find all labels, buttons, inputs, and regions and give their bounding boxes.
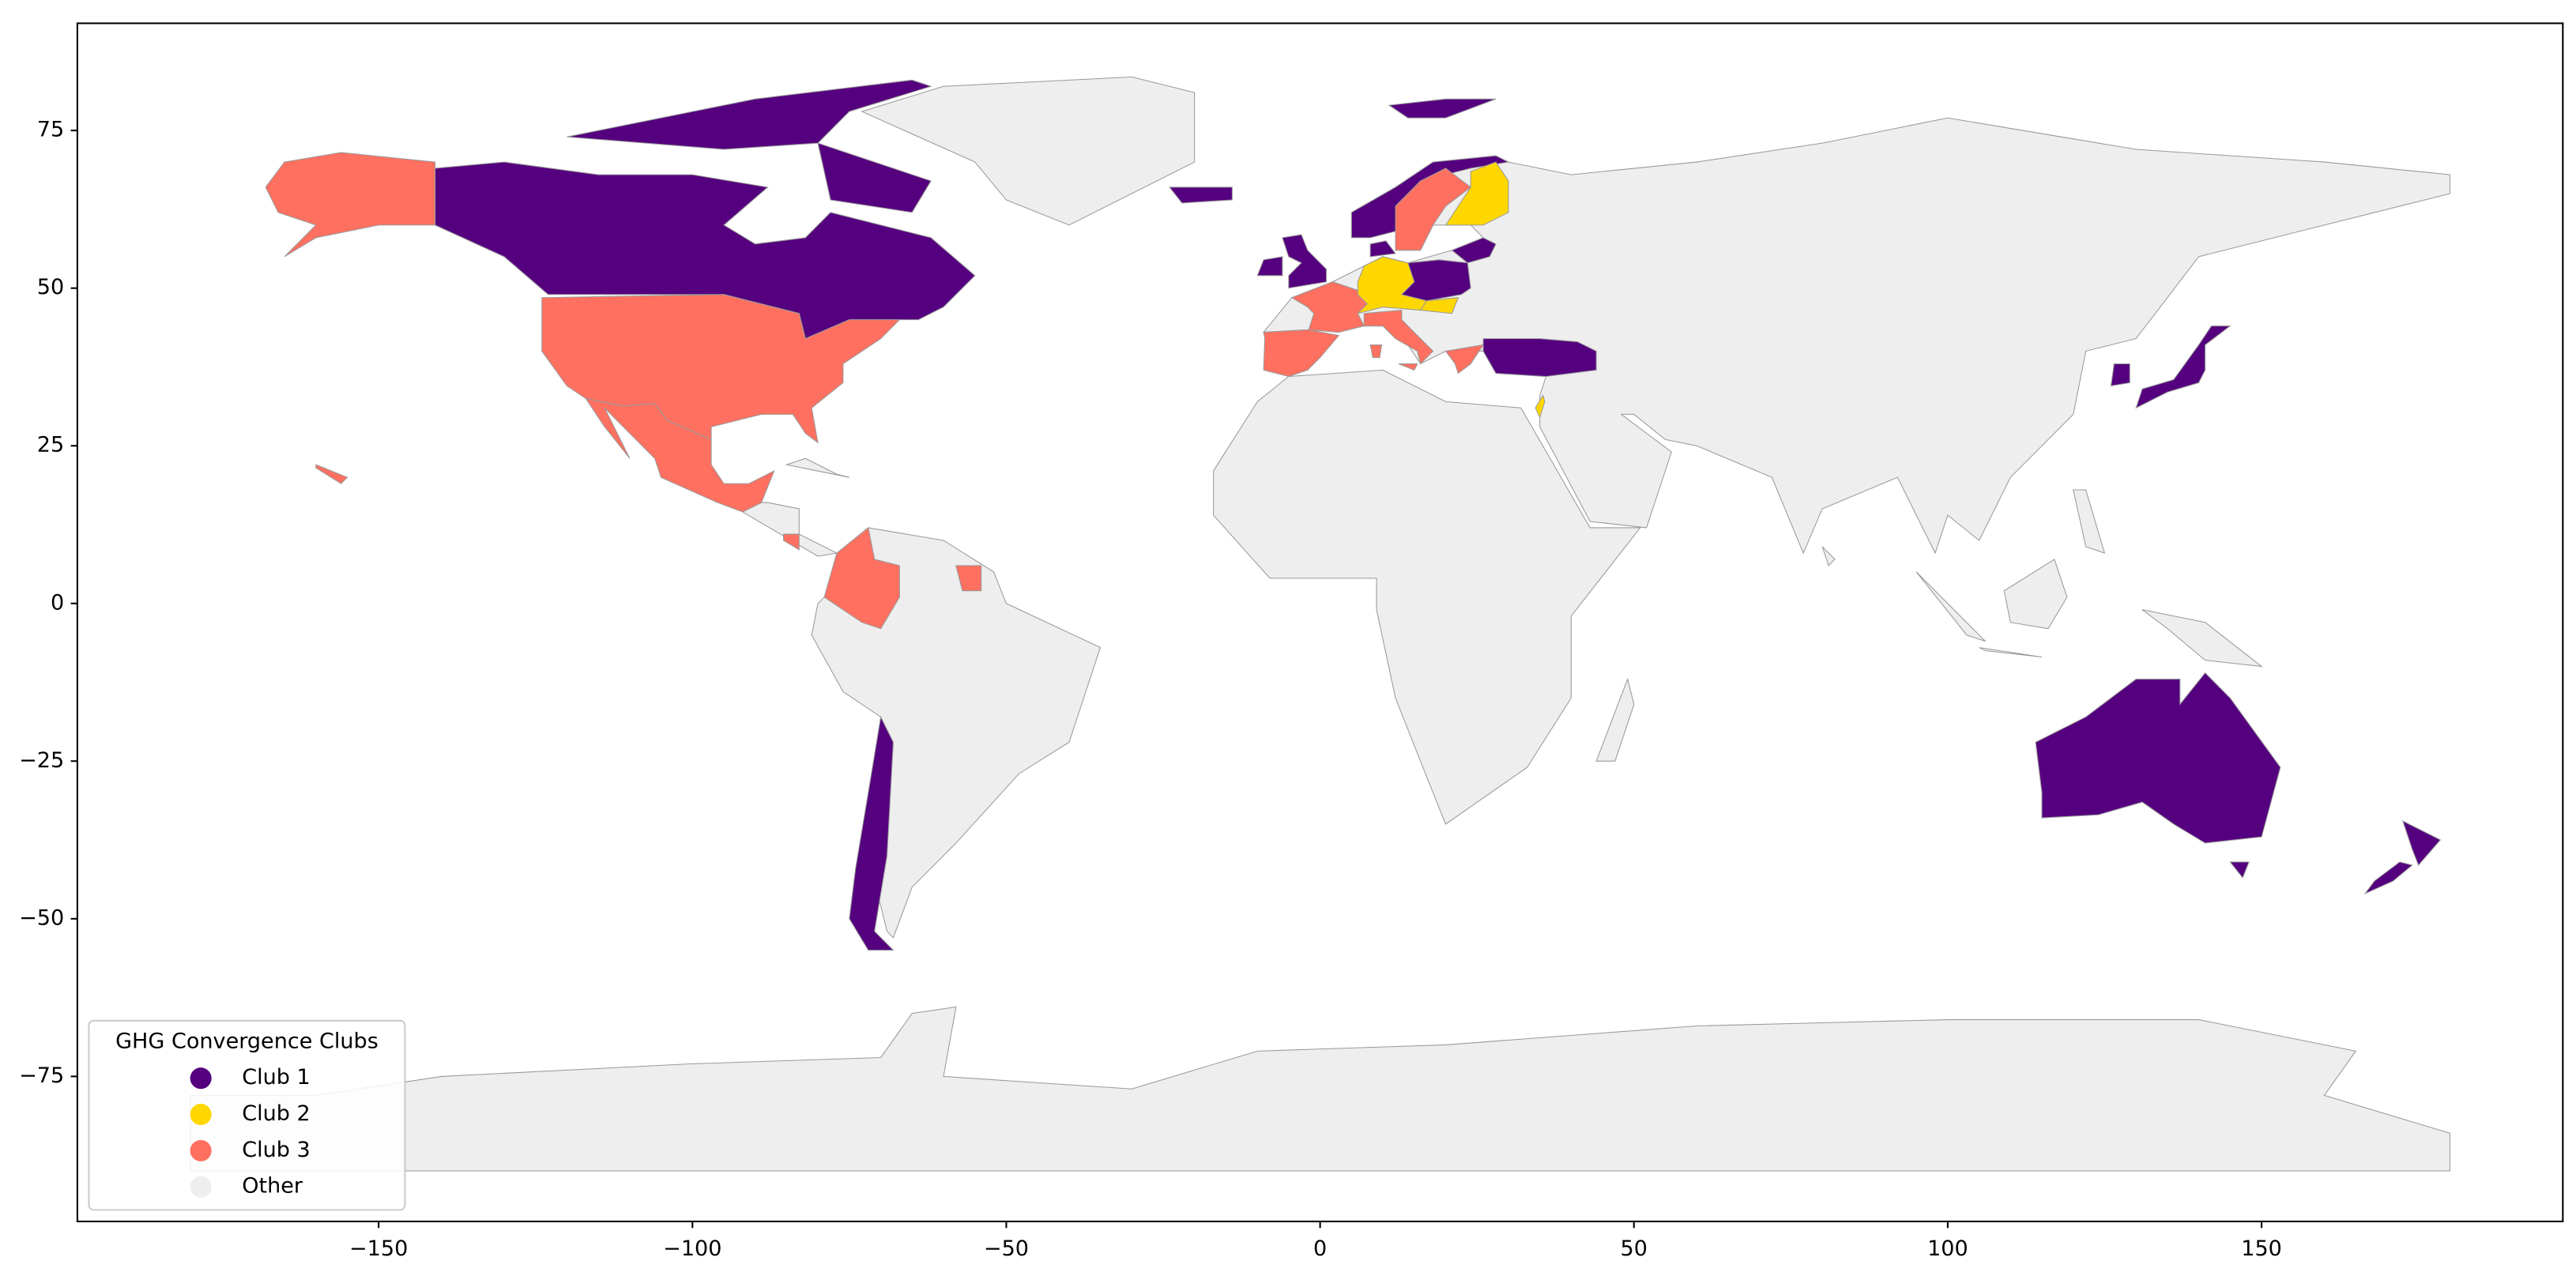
x-tick-label: 100 bbox=[1927, 1236, 1968, 1261]
country bbox=[585, 397, 775, 513]
country bbox=[1168, 186, 1233, 204]
x-tick-label: −100 bbox=[663, 1236, 721, 1261]
countries bbox=[190, 76, 2450, 1172]
country bbox=[785, 457, 849, 478]
country bbox=[849, 715, 894, 951]
x-tick-label: 0 bbox=[1313, 1236, 1327, 1261]
country bbox=[2135, 326, 2231, 409]
country bbox=[1363, 309, 1434, 365]
y-tick-label: −25 bbox=[19, 748, 64, 773]
y-tick-label: −75 bbox=[19, 1063, 64, 1088]
country bbox=[265, 152, 436, 258]
country bbox=[1444, 344, 1485, 375]
y-tick-label: 50 bbox=[37, 275, 64, 299]
legend: GHG Convergence Clubs Club 1 Club 2 Club 3… bbox=[88, 1019, 406, 1211]
country bbox=[2363, 861, 2413, 895]
x-tick-label: 50 bbox=[1621, 1236, 1648, 1261]
legend-marker bbox=[190, 1104, 212, 1126]
country bbox=[190, 1006, 2450, 1172]
country bbox=[1395, 167, 1472, 251]
country bbox=[1369, 344, 1383, 359]
legend-box bbox=[88, 1019, 406, 1211]
country bbox=[1419, 297, 1459, 314]
legend-label: Club 3 bbox=[242, 1138, 311, 1162]
country bbox=[2035, 672, 2281, 844]
country bbox=[861, 76, 1196, 226]
country bbox=[1595, 677, 1635, 762]
x-tick-label: 150 bbox=[2241, 1236, 2282, 1261]
legend-marker bbox=[190, 1176, 212, 1198]
legend-label: Other bbox=[242, 1174, 303, 1199]
country bbox=[315, 464, 348, 484]
country bbox=[2003, 559, 2068, 630]
country bbox=[1535, 394, 1546, 419]
country bbox=[2401, 820, 2442, 866]
y-tick-label: 75 bbox=[37, 118, 64, 142]
y-tick-label: 25 bbox=[37, 433, 64, 457]
country bbox=[1482, 338, 1597, 378]
country bbox=[1400, 259, 1471, 302]
legend-title: GHG Convergence Clubs bbox=[115, 1029, 378, 1053]
y-tick-label: −50 bbox=[19, 905, 64, 930]
country bbox=[567, 79, 932, 150]
country bbox=[1398, 363, 1418, 371]
legend-marker bbox=[190, 1139, 212, 1161]
y-tick-label: 0 bbox=[51, 590, 64, 615]
country bbox=[783, 533, 800, 551]
country bbox=[2110, 363, 2130, 387]
country bbox=[1915, 571, 1986, 642]
ticks: −150 −100 −50 0 50 100 150 −75 −50 −25 0 25 50 75 bbox=[19, 118, 2282, 1261]
country bbox=[817, 142, 932, 213]
legend-label: Club 1 bbox=[242, 1065, 311, 1090]
country bbox=[1451, 237, 1497, 264]
country bbox=[1388, 98, 1497, 119]
country bbox=[435, 161, 976, 340]
x-tick-label: −50 bbox=[984, 1236, 1029, 1261]
country bbox=[1256, 256, 1283, 277]
country bbox=[1213, 369, 1641, 825]
country bbox=[2229, 861, 2250, 879]
country bbox=[1444, 161, 1509, 226]
country bbox=[1263, 329, 1340, 378]
country bbox=[2141, 609, 2263, 668]
country bbox=[2073, 489, 2106, 554]
country bbox=[1821, 546, 1836, 566]
country bbox=[1369, 240, 1396, 258]
country bbox=[955, 565, 982, 592]
country bbox=[1282, 234, 1328, 289]
country bbox=[1979, 647, 2043, 658]
x-tick-label: −150 bbox=[349, 1236, 408, 1261]
country bbox=[823, 526, 900, 630]
legend-label: Club 2 bbox=[242, 1101, 311, 1126]
legend-marker bbox=[190, 1067, 212, 1090]
